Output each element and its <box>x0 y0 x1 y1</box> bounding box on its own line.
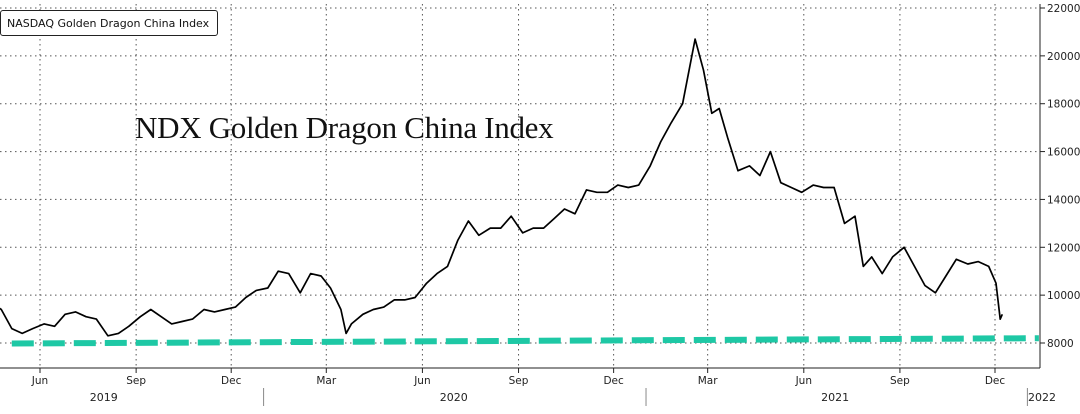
chart-annotation: NDX Golden Dragon China Index <box>135 110 554 145</box>
x-tick-label: Jun <box>31 375 48 387</box>
y-tick-label: 22000 <box>1047 3 1080 15</box>
x-tick-label: Sep <box>509 375 529 387</box>
x-tick-label: Dec <box>221 375 242 387</box>
legend-label: NASDAQ Golden Dragon China Index <box>7 17 210 30</box>
legend-box: NASDAQ Golden Dragon China Index <box>0 10 218 36</box>
y-tick-label: 12000 <box>1047 242 1080 254</box>
x-year-label: 2022 <box>1028 391 1056 404</box>
x-year-label: 2021 <box>821 391 849 404</box>
x-tick-label: Dec <box>985 375 1006 387</box>
grid <box>0 4 1040 368</box>
axes: 8000 10000 12000 14000 16000 18000 20000 22000 J… <box>0 3 1080 406</box>
x-tick-label: Sep <box>126 375 146 387</box>
y-tick-label: 18000 <box>1047 99 1080 111</box>
index-series-line <box>0 38 1004 337</box>
x-tick-label: Mar <box>698 375 718 387</box>
x-tick-label: Jun <box>413 375 430 387</box>
support-level-line <box>11 335 1039 347</box>
x-tick-label: Mar <box>316 375 336 387</box>
y-tick-label: 20000 <box>1047 51 1080 63</box>
x-year-label: 2020 <box>440 391 468 404</box>
x-tick-label: Sep <box>890 375 910 387</box>
y-tick-label: 14000 <box>1047 194 1080 206</box>
x-tick-label: Dec <box>603 375 624 387</box>
y-tick-label: 8000 <box>1047 338 1074 350</box>
y-tick-label: 10000 <box>1047 290 1080 302</box>
x-tick-label: Jun <box>795 375 812 387</box>
series <box>0 38 1039 347</box>
y-tick-label: 16000 <box>1047 147 1080 159</box>
x-year-label: 2019 <box>90 391 118 404</box>
